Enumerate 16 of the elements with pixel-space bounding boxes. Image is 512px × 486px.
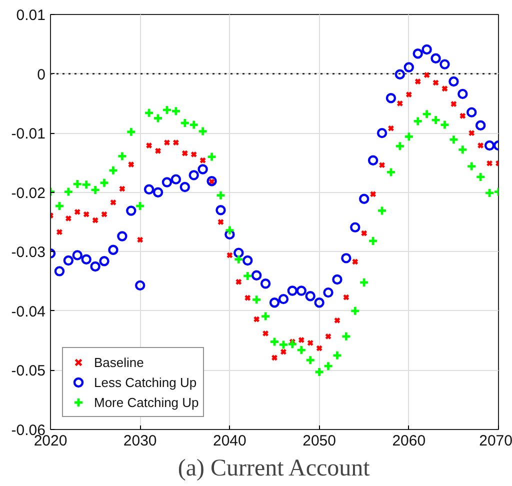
y-tick-label: -0.03 — [11, 244, 46, 262]
text: (a) Current Account — [178, 456, 370, 482]
x-tick-label: 2050 — [302, 432, 336, 450]
x-tick-label: 2040 — [213, 432, 246, 450]
x-tick-label: 2030 — [123, 432, 157, 450]
y-tick-label: 0.01 — [16, 7, 46, 24]
y-tick-label: -0.05 — [11, 362, 46, 380]
legend-label: More Catching Up — [94, 394, 199, 411]
legend-label: Baseline — [94, 354, 144, 371]
y-tick-label: -0.01 — [11, 126, 46, 143]
y-tick-label: -0.02 — [11, 184, 46, 202]
legend-label: Less Catching Up — [94, 374, 197, 391]
y-tick-label: -0.04 — [11, 303, 46, 320]
x-tick-label: 2060 — [392, 432, 426, 450]
x-tick-label: 2070 — [479, 432, 512, 450]
y-tick-label: 0 — [37, 66, 46, 84]
